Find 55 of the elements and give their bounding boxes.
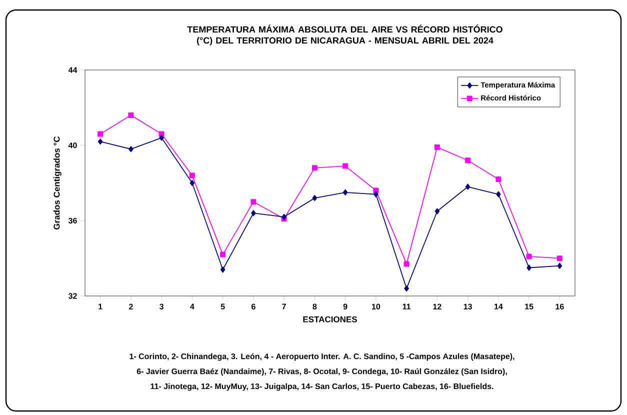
y-tick-label: 44 [68,67,78,73]
x-axis-title: ESTACIONES [303,316,357,322]
x-tick-label: 6 [252,304,256,310]
text: 6- Javier Guerra Baéz (Nandaime), 7- Rivas, 8- Ocotal, 9- Condega, 10- Raúl González (San Isidro), [136,368,507,376]
point [98,138,103,145]
point [128,146,134,152]
chart-title: TEMPERATURA MÁXIMA ABSOLUTA DEL AIRE VS RÉCORD HISTÓRICO (°C) DEL TERRITORIO DE NICARAGUA - MENSUAL ABRIL DEL 2024 [187,24,502,46]
point [312,195,318,202]
point [128,112,134,118]
point [190,180,195,186]
x-tick-label: 7 [282,304,286,310]
point [98,131,104,137]
point [189,172,195,178]
point [312,165,318,171]
x-tick-label: 3 [160,304,164,310]
y-axis-title: Grados Centigrados °C [53,136,62,230]
point [434,144,440,150]
x-tick-label: 16 [556,304,564,310]
point [496,176,502,182]
point [465,158,471,164]
point [250,199,256,205]
x-tick-label: 8 [312,304,317,310]
x-tick-label: 13 [464,304,472,310]
x-tick-label: 11 [402,304,411,310]
point [342,163,348,169]
point [404,285,409,292]
point [374,191,378,198]
x-tick-label: 1 [98,304,102,310]
x-tick-label: 4 [190,304,194,310]
point [434,208,440,214]
x-tick-label: 15 [525,304,534,310]
point [220,252,226,258]
point [159,134,164,141]
text: 11- Jinotega, 12- MuyMuy, 13- Juigalpa, 14- San Carlos, 15- Puerto Cabezas, 16- Bluefields. [150,383,494,391]
x-tick-label: 5 [220,304,225,310]
point [557,262,562,269]
point [496,191,501,198]
point [404,261,410,267]
point [251,210,256,216]
point [465,184,470,190]
text: 1- Corinto, 2- Chinandega, 3. León, 4 - Aeropuerto Inter. A. C. Sandino, 5 -Campos Azules (Masatepe), [130,353,514,361]
x-tick-label: 12 [433,304,442,310]
point [526,254,532,260]
x-tick-label: 2 [129,304,133,310]
point [282,214,286,220]
y-tick-label: 36 [68,218,77,224]
x-tick-label: 10 [372,304,380,310]
x-tick-label: 9 [343,304,348,310]
x-tick-label: 14 [494,304,503,310]
point [556,256,562,262]
point [526,264,532,271]
y-tick-label: 40 [68,142,77,148]
point [342,189,348,196]
y-tick-label: 32 [68,293,77,299]
point [220,266,226,273]
